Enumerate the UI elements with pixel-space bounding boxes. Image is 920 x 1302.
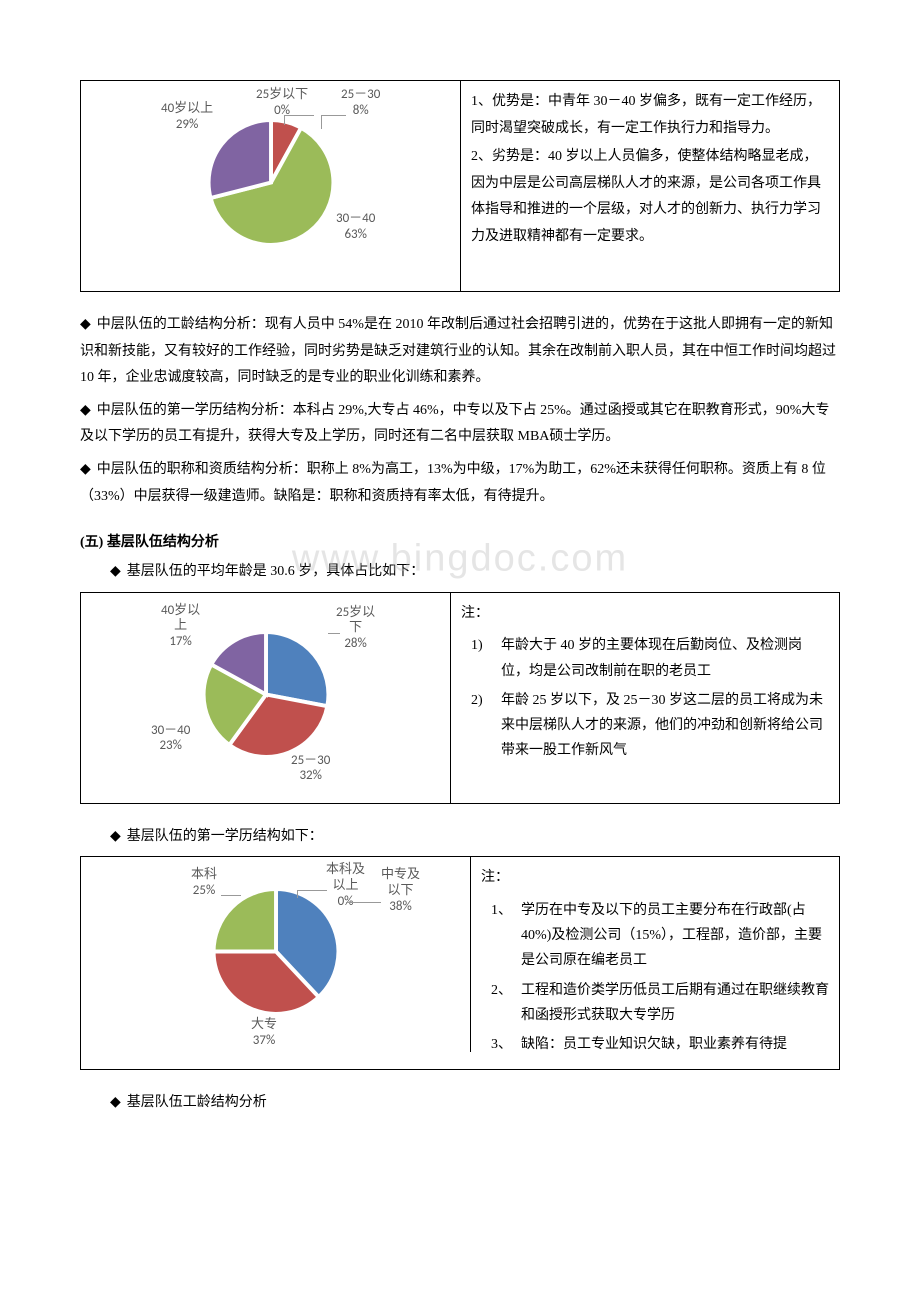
chart3-label-dz: 大专37% xyxy=(251,1017,277,1048)
para-tenure: ◆中层队伍的工龄结构分析：现有人员中 54%是在 2010 年改制后通过社会招聘… xyxy=(80,312,840,392)
list-text: 年龄大于 40 岁的主要体现在后勤岗位、及检测岗位，均是公司改制前在职的老员工 xyxy=(501,638,802,678)
list-text: 年龄 25 岁以下，及 25－30 岁这二层的员工将成为未来中层梯队人才的来源，… xyxy=(501,693,823,758)
list-item: 2、工程和造价类学历低员工后期有通过在职继续教育和函授形式获取大专学历 xyxy=(521,978,829,1028)
pie-chart-2 xyxy=(201,629,331,766)
chart3-label-bk: 本科25% xyxy=(191,867,217,898)
list-item: 2)年龄 25 岁以下，及 25－30 岁这二层的员工将成为未来中层梯队人才的来… xyxy=(501,688,829,764)
para-text: 基层队伍工龄结构分析 xyxy=(127,1095,267,1110)
section5-title: (五) 基层队伍结构分析 xyxy=(80,532,840,553)
list-text: 学历在中专及以下的员工主要分布在行政部(占 40%)及检测公司（15%），工程部… xyxy=(521,903,822,968)
list-num: 2) xyxy=(471,688,483,713)
note-text: 2、劣势是：40 岁以上人员偏多，使整体结构略显老成，因为中层是公司高层梯队人才… xyxy=(471,144,829,250)
para-after2: ◆ 基层队伍的第一学历结构如下： xyxy=(80,824,840,851)
chart1-notes: 1、优势是：中青年 30－40 岁偏多，既有一定工作经历，同时渴望突破成长，有一… xyxy=(461,81,839,291)
diamond-icon: ◆ xyxy=(80,462,91,477)
chart2-row: 25岁以下28% 25－3032% 30－4023% 40岁以上17% 注： 1… xyxy=(80,592,840,804)
diamond-icon: ◆ xyxy=(110,1095,121,1110)
diamond-icon: ◆ xyxy=(110,564,121,579)
chart2-label-25below: 25岁以下28% xyxy=(336,605,375,652)
diamond-icon: ◆ xyxy=(80,403,91,418)
list-text: 缺陷：员工专业知识欠缺，职业素养有待提 xyxy=(521,1037,787,1052)
chart1-row: 25岁以下0% 25－308% 30－4063% 40岁以上29% 1、优势是：… xyxy=(80,80,840,292)
chart1-label-25below: 25岁以下0% xyxy=(256,87,308,118)
list-num: 1) xyxy=(471,633,483,658)
para-text: 中层队伍的职称和资质结构分析：职称上 8%为高工，13%为中级，17%为助工，6… xyxy=(80,462,826,504)
chart1-cell: 25岁以下0% 25－308% 30－4063% 40岁以上29% xyxy=(81,81,461,291)
section5-intro: ◆ 基层队伍的平均年龄是 30.6 岁，具体占比如下： xyxy=(80,559,840,586)
para-text: 中层队伍的第一学历结构分析：本科占 29%,大专占 46%，中专以及下占 25%… xyxy=(80,403,829,445)
para-education: ◆中层队伍的第一学历结构分析：本科占 29%,大专占 46%，中专以及下占 25… xyxy=(80,398,840,451)
chart3-cell: 本科及以上0% 中专及以下38% 大专37% 本科25% xyxy=(81,857,471,1052)
pie-chart-3 xyxy=(211,886,341,1023)
chart3-label-zz: 中专及以下38% xyxy=(381,867,420,914)
chart3-notes: 注： 1、学历在中专及以下的员工主要分布在行政部(占 40%)及检测公司（15%… xyxy=(471,857,839,1069)
list-num: 1、 xyxy=(491,898,512,923)
list-text: 工程和造价类学历低员工后期有通过在职继续教育和函授形式获取大专学历 xyxy=(521,983,829,1023)
list-num: 2、 xyxy=(491,978,512,1003)
notes-head: 注： xyxy=(481,865,829,892)
chart1-label-40plus: 40岁以上29% xyxy=(161,101,213,132)
chart2-notes: 注： 1)年龄大于 40 岁的主要体现在后勤岗位、及检测岗位，均是公司改制前在职… xyxy=(451,593,839,803)
list-item: 1、学历在中专及以下的员工主要分布在行政部(占 40%)及检测公司（15%），工… xyxy=(521,898,829,974)
chart2-label-30-40: 30－4023% xyxy=(151,723,190,754)
diamond-icon: ◆ xyxy=(110,829,121,844)
list-item: 3、缺陷：员工专业知识欠缺，职业素养有待提 xyxy=(521,1032,829,1057)
chart1-label-25-30: 25－308% xyxy=(341,87,380,118)
chart3-row: 本科及以上0% 中专及以下38% 大专37% 本科25% 注： 1、学历在中专及… xyxy=(80,856,840,1070)
diamond-icon: ◆ xyxy=(80,317,91,332)
para-text: 中层队伍的工龄结构分析：现有人员中 54%是在 2010 年改制后通过社会招聘引… xyxy=(80,317,836,385)
chart1-label-30-40: 30－4063% xyxy=(336,211,375,242)
notes-head: 注： xyxy=(461,601,829,628)
para-text: 基层队伍的平均年龄是 30.6 岁，具体占比如下： xyxy=(127,564,425,579)
note-text: 1、优势是：中青年 30－40 岁偏多，既有一定工作经历，同时渴望突破成长，有一… xyxy=(471,89,829,142)
chart2-label-25-30: 25－3032% xyxy=(291,753,330,784)
chart2-label-40plus: 40岁以上17% xyxy=(161,603,200,650)
list-item: 1)年龄大于 40 岁的主要体现在后勤岗位、及检测岗位，均是公司改制前在职的老员… xyxy=(501,633,829,683)
para-last: ◆ 基层队伍工龄结构分析 xyxy=(80,1090,840,1117)
list-num: 3、 xyxy=(491,1032,512,1057)
pie-chart-1 xyxy=(206,118,336,255)
para-text: 基层队伍的第一学历结构如下： xyxy=(127,829,323,844)
para-title-qual: ◆中层队伍的职称和资质结构分析：职称上 8%为高工，13%为中级，17%为助工，… xyxy=(80,457,840,510)
chart2-cell: 25岁以下28% 25－3032% 30－4023% 40岁以上17% xyxy=(81,593,451,803)
